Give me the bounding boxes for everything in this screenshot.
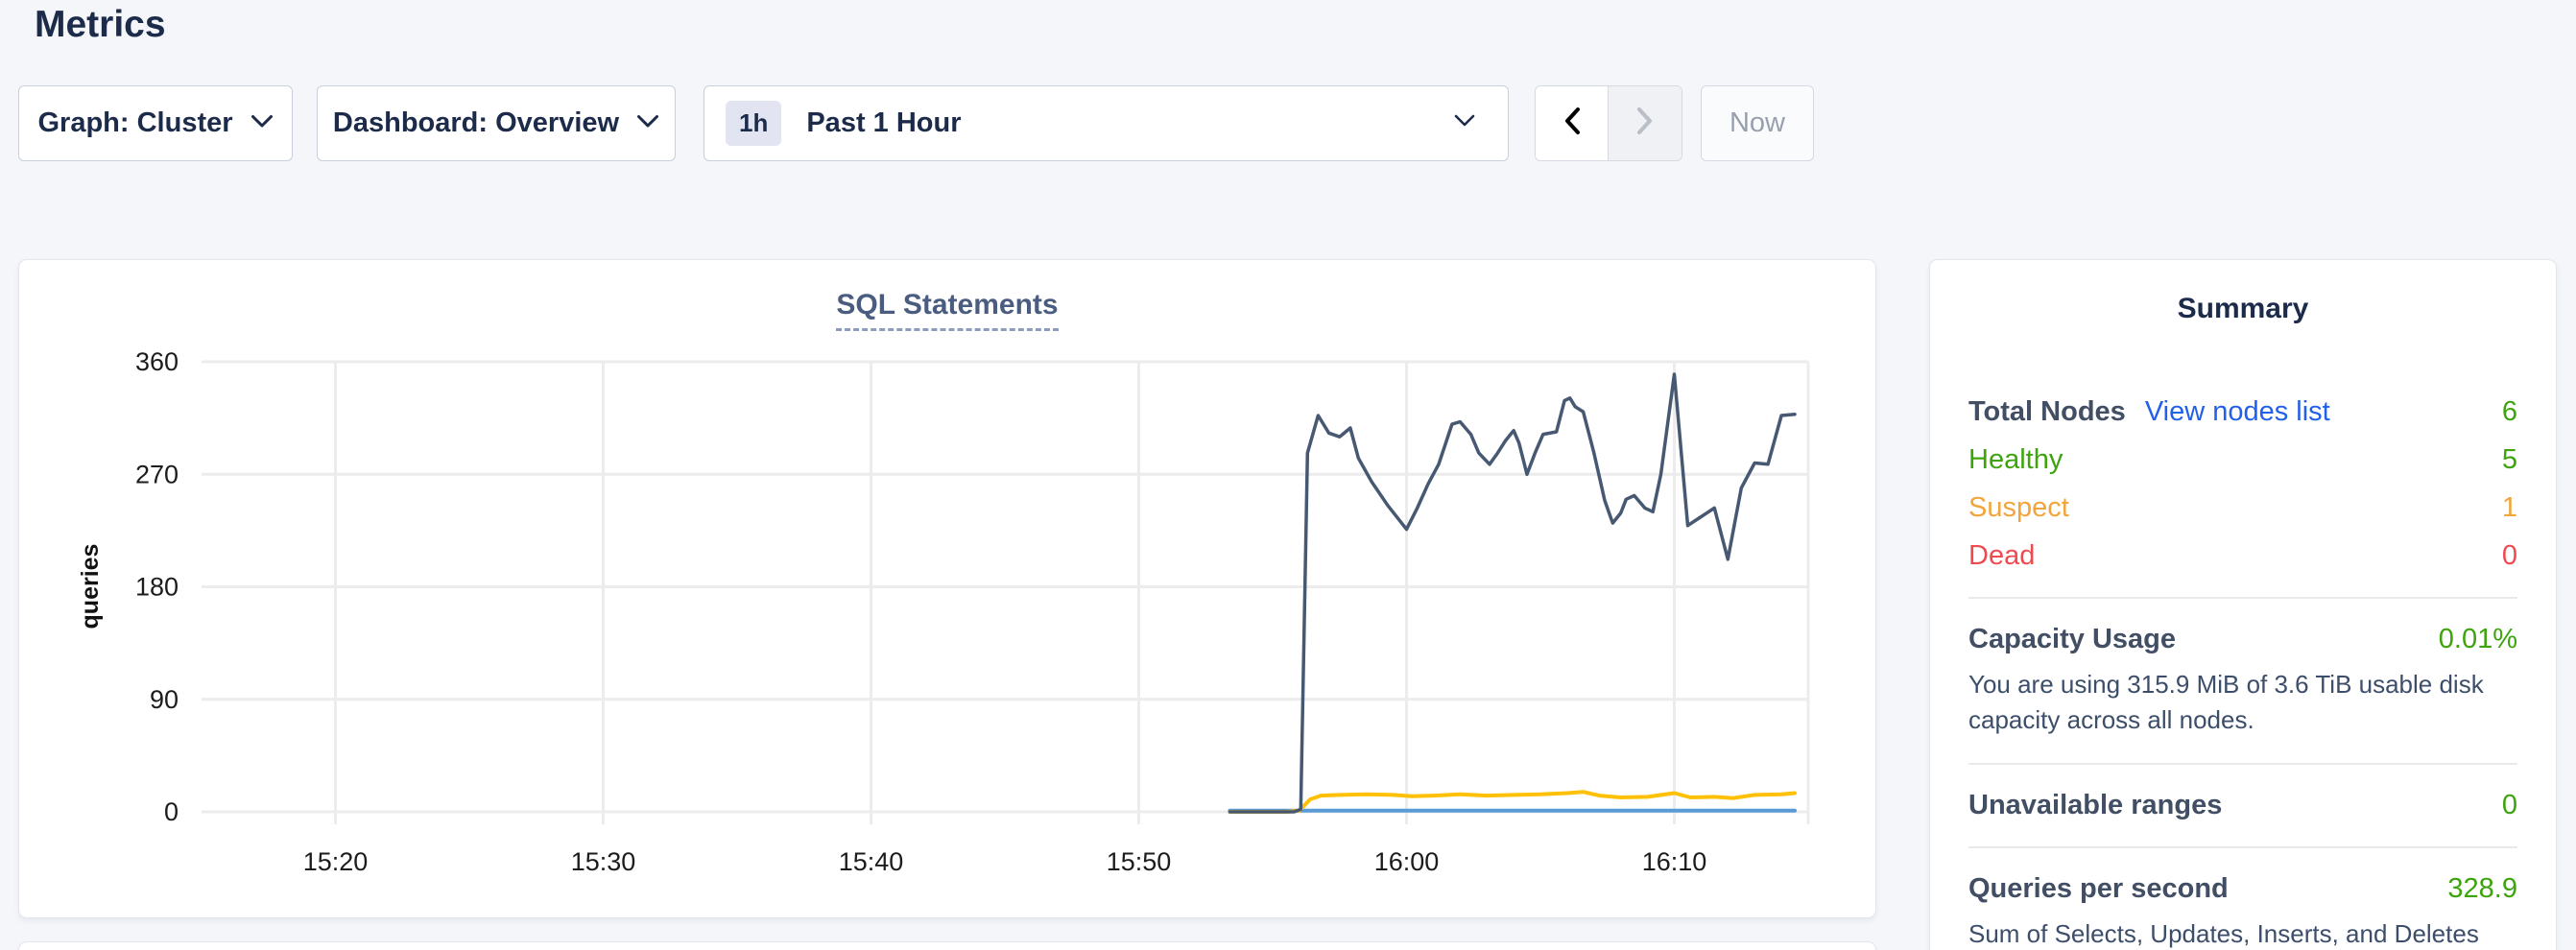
dashboard-dropdown[interactable]: Dashboard: Overview: [317, 85, 676, 161]
svg-text:16:10: 16:10: [1642, 847, 1707, 876]
svg-text:15:20: 15:20: [303, 847, 369, 876]
svg-text:0: 0: [164, 797, 179, 826]
chevron-left-icon: [1562, 106, 1583, 141]
unavailable-ranges-value: 0: [2501, 789, 2517, 820]
view-nodes-list-link[interactable]: View nodes list: [2144, 396, 2330, 427]
svg-text:queries: queries: [77, 544, 104, 629]
divider: [1968, 597, 2517, 599]
graph-dropdown-label: Graph: Cluster: [37, 107, 233, 138]
sql-statements-chart-card: SQL Statements 0 90 180 270 360 15:20 15:30 15:…: [18, 259, 1876, 918]
next-chart-card: [18, 941, 1876, 950]
capacity-usage-value: 0.01%: [2438, 624, 2517, 654]
time-range-badge: 1h: [726, 101, 782, 146]
graph-dropdown[interactable]: Graph: Cluster: [18, 85, 293, 161]
svg-text:270: 270: [135, 460, 179, 488]
capacity-usage-row: Capacity Usage 0.01%: [1968, 624, 2517, 655]
unavailable-ranges-row: Unavailable ranges 0: [1968, 790, 2517, 821]
queries-per-second-value: 328.9: [2447, 872, 2517, 904]
healthy-label: Healthy: [1968, 444, 2063, 475]
chevron-down-icon: [250, 114, 274, 133]
suspect-value: 1: [2501, 492, 2517, 523]
svg-text:16:00: 16:00: [1374, 847, 1440, 876]
unavailable-ranges-label: Unavailable ranges: [1968, 789, 2223, 820]
dead-label: Dead: [1968, 540, 2036, 571]
chevron-right-icon: [1634, 106, 1656, 141]
total-nodes-row: Total Nodes View nodes list 6: [1968, 396, 2517, 428]
queries-per-second-row: Queries per second 328.9: [1968, 873, 2517, 905]
capacity-usage-label: Capacity Usage: [1968, 624, 2176, 654]
svg-text:90: 90: [150, 685, 179, 714]
suspect-nodes-row: Suspect 1: [1968, 492, 2517, 524]
previous-time-button[interactable]: [1536, 86, 1609, 160]
queries-per-second-description: Sum of Selects, Updates, Inserts, and De…: [1968, 918, 2479, 948]
svg-text:15:40: 15:40: [839, 847, 904, 876]
time-step-buttons: [1535, 85, 1682, 161]
svg-text:180: 180: [135, 573, 179, 602]
dead-nodes-row: Dead 0: [1968, 540, 2517, 572]
svg-text:15:50: 15:50: [1107, 847, 1172, 876]
divider: [1968, 762, 2517, 765]
sql-statements-chart[interactable]: 0 90 180 270 360 15:20 15:30 15:40 15:50 16:00 16:…: [19, 260, 1877, 919]
summary-panel: Summary Total Nodes View nodes list 6 He…: [1929, 259, 2557, 950]
svg-text:360: 360: [135, 347, 179, 376]
capacity-usage-description: You are using 315.9 MiB of 3.6 TiB usabl…: [1968, 670, 2484, 734]
divider: [1968, 845, 2517, 848]
time-range-selector[interactable]: 1h Past 1 Hour: [704, 85, 1509, 161]
total-nodes-value: 6: [2501, 396, 2517, 427]
healthy-value: 5: [2501, 444, 2517, 475]
queries-per-second-label: Queries per second: [1968, 872, 2229, 904]
dashboard-dropdown-label: Dashboard: Overview: [332, 107, 620, 138]
summary-title: Summary: [2177, 293, 2309, 324]
chevron-down-icon: [636, 114, 659, 133]
chart-title[interactable]: SQL Statements: [836, 289, 1059, 331]
page-title: Metrics: [35, 4, 166, 45]
next-time-button[interactable]: [1609, 86, 1682, 160]
now-button[interactable]: Now: [1701, 85, 1814, 161]
chevron-down-icon: [1454, 114, 1475, 132]
dead-value: 0: [2501, 540, 2517, 571]
healthy-nodes-row: Healthy 5: [1968, 444, 2517, 476]
total-nodes-label: Total Nodes: [1968, 396, 2126, 427]
time-range-label: Past 1 Hour: [806, 107, 962, 138]
suspect-label: Suspect: [1968, 492, 2069, 523]
svg-text:15:30: 15:30: [571, 847, 636, 876]
